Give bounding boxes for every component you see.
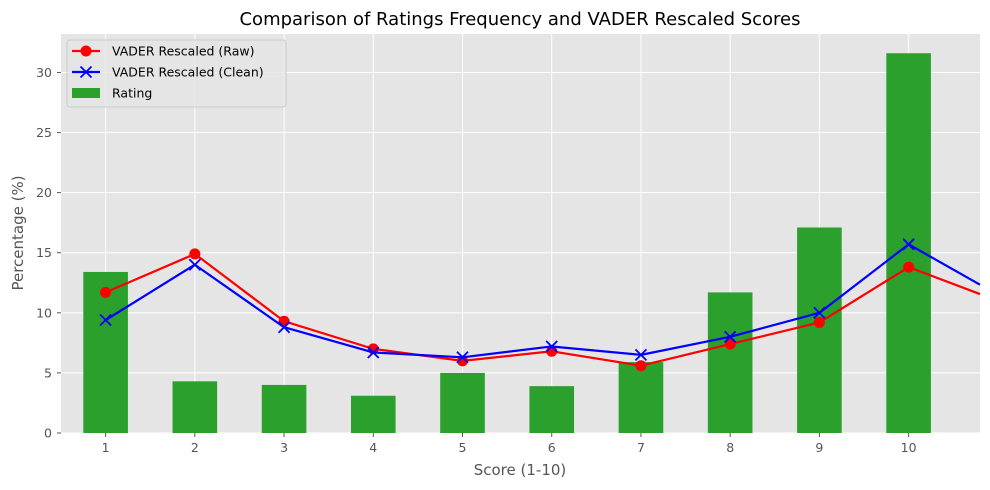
y-tick-label: 25	[36, 125, 52, 140]
rating-bar	[618, 362, 664, 433]
legend: VADER Rescaled (Raw) VADER Rescaled (Clea…	[66, 39, 287, 108]
rating-bar	[350, 395, 396, 433]
rating-bar	[529, 386, 575, 433]
y-tick-label: 5	[44, 365, 52, 380]
vader-clean-marker	[545, 340, 558, 353]
rating-bar	[707, 292, 753, 433]
x-tick-label: 1	[102, 440, 110, 455]
vader-clean-marker	[902, 238, 915, 251]
vader-raw-marker	[635, 360, 647, 372]
bar-series	[83, 53, 931, 434]
x-tick-label: 2	[191, 440, 199, 455]
y-tick-label: 30	[36, 65, 52, 80]
vader-clean-marker	[188, 258, 201, 271]
vader-raw-marker	[724, 338, 736, 350]
vader-raw-marker	[189, 248, 201, 260]
vader-clean-marker	[634, 348, 648, 362]
x-axis-label: Score (1-10)	[474, 461, 567, 479]
legend-rating-swatch	[72, 88, 100, 98]
x-tick-label: 9	[815, 440, 823, 455]
rating-bar	[797, 227, 842, 433]
y-tick-label: 20	[36, 185, 52, 200]
x-tick-label: 5	[459, 440, 467, 455]
vader-clean-marker	[456, 351, 469, 364]
rating-bar	[172, 381, 218, 433]
vader-clean-marker	[724, 330, 737, 343]
vader-raw-marker	[903, 261, 915, 273]
rating-bar	[261, 384, 307, 433]
vader-clean-marker	[367, 346, 380, 359]
legend-vader-clean-marker	[79, 65, 93, 79]
legend-rating-label: Rating	[112, 86, 152, 101]
line-series	[99, 238, 981, 372]
x-tick-label: 4	[369, 440, 377, 455]
legend-vader-clean-label: VADER Rescaled (Clean)	[112, 65, 264, 80]
y-tick-label: 0	[44, 426, 52, 441]
vader-clean-marker	[277, 321, 291, 334]
x-tick-label: 8	[726, 440, 734, 455]
chart-title: Comparison of Ratings Frequency and VADE…	[239, 9, 800, 30]
vader-clean-marker	[813, 306, 826, 319]
x-tick-label: 7	[637, 440, 645, 455]
legend-box	[66, 39, 287, 108]
rating-bar	[440, 372, 485, 433]
rating-bar	[83, 271, 128, 433]
vader-raw-marker	[100, 286, 112, 298]
y-tick-label: 10	[36, 305, 52, 320]
axis-ticks: 1 2 3 4 5 6 7 8 9 10 0 5 10 15 20 25 30	[36, 65, 917, 455]
x-tick-label: 3	[280, 440, 288, 455]
y-axis-label: Percentage (%)	[9, 175, 27, 290]
legend-vader-raw-marker	[80, 45, 92, 57]
y-tick-label: 15	[36, 245, 52, 260]
vader-raw-marker	[813, 316, 825, 328]
vader-clean-marker	[99, 313, 112, 327]
x-tick-label: 10	[901, 440, 917, 455]
x-tick-label: 6	[548, 440, 556, 455]
legend-vader-raw-label: VADER Rescaled (Raw)	[112, 44, 254, 59]
